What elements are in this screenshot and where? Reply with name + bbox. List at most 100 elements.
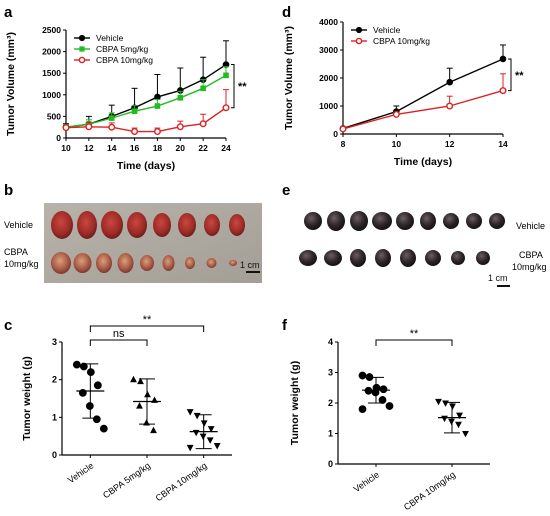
y-tick-label: 0 bbox=[328, 459, 333, 469]
legend-marker bbox=[79, 46, 85, 52]
data-point bbox=[213, 443, 221, 450]
panel-label-d: d bbox=[282, 4, 291, 21]
data-point bbox=[153, 128, 161, 136]
y-tick-label: 2000 bbox=[42, 47, 61, 57]
chart-f-tumor-weight: 0 1 2 3 4 Tumor weight (g) Vehicle CBPA 10mg/kg… bbox=[289, 328, 490, 512]
tumor bbox=[229, 260, 237, 266]
tumor bbox=[153, 213, 171, 237]
x-tick-label: 20 bbox=[176, 143, 186, 153]
comparison-bracket bbox=[89, 339, 148, 346]
photo-b: 1 cm Vehicle CBPA 10mg/kg bbox=[4, 203, 262, 283]
data-point bbox=[207, 426, 215, 433]
data-point bbox=[206, 437, 214, 444]
data-point bbox=[137, 377, 144, 385]
x-tick-label: 14 bbox=[498, 139, 508, 149]
x-tick-label: 24 bbox=[221, 143, 231, 153]
tumor bbox=[372, 212, 392, 230]
comparison-bracket bbox=[375, 339, 453, 346]
significance-bracket bbox=[231, 64, 235, 109]
y-tick-label: 0 bbox=[56, 133, 61, 143]
tumor bbox=[77, 211, 97, 239]
x-tick-label: 16 bbox=[130, 143, 140, 153]
y-tick-label: 2500 bbox=[42, 25, 61, 35]
data-point bbox=[177, 95, 184, 101]
series-line-0 bbox=[342, 58, 504, 130]
data-point bbox=[92, 415, 101, 424]
data-point bbox=[441, 415, 448, 423]
data-point bbox=[176, 123, 184, 131]
y-tick-label: 3000 bbox=[319, 45, 338, 55]
tumor bbox=[51, 211, 73, 239]
significance-label: ** bbox=[238, 81, 247, 93]
photo-b-tumors bbox=[51, 211, 245, 274]
data-point bbox=[358, 371, 367, 380]
comparison-label: ns bbox=[113, 328, 125, 340]
data-point bbox=[72, 360, 81, 369]
data-point bbox=[200, 85, 206, 92]
tumor bbox=[229, 214, 245, 236]
photo-b-row1-label: Vehicle bbox=[4, 220, 33, 230]
data-point bbox=[130, 375, 137, 383]
data-point bbox=[446, 102, 454, 110]
data-point bbox=[385, 402, 394, 410]
tumor bbox=[451, 251, 465, 265]
photo-b-row2-label-2: 10mg/kg bbox=[4, 259, 39, 269]
panel-label-f: f bbox=[282, 317, 288, 334]
panel-label-e: e bbox=[282, 182, 290, 199]
y-tick-label: 0 bbox=[52, 450, 57, 460]
data-point bbox=[186, 409, 194, 416]
series-line-1 bbox=[65, 74, 227, 128]
tumor bbox=[299, 250, 317, 266]
tumor bbox=[204, 214, 220, 236]
x-axis-label: Time (days) bbox=[394, 156, 452, 168]
data-point bbox=[93, 381, 102, 390]
tumor bbox=[466, 213, 482, 229]
tumor bbox=[101, 211, 123, 239]
photo-b-scale-bar bbox=[246, 271, 260, 273]
data-point bbox=[364, 386, 373, 395]
x-tick-label: 14 bbox=[107, 143, 117, 153]
y-tick-label: 2 bbox=[328, 398, 333, 408]
legend-marker bbox=[355, 37, 363, 45]
panel-label-c: c bbox=[4, 317, 12, 334]
data-point bbox=[108, 123, 116, 131]
data-point bbox=[79, 362, 88, 371]
x-tick-label: Vehicle bbox=[66, 460, 96, 485]
data-point bbox=[85, 123, 93, 131]
significance-label: ** bbox=[515, 70, 524, 82]
y-axis-label: Tumor weight (g) bbox=[21, 356, 33, 440]
y-axis-label: Tumor weight (g) bbox=[289, 361, 301, 445]
data-point bbox=[131, 128, 139, 136]
significance-bracket bbox=[508, 58, 512, 92]
tumor bbox=[350, 211, 368, 231]
photo-e-row2-label-2: 10mg/kg bbox=[512, 262, 547, 272]
data-point bbox=[446, 78, 453, 86]
tumor bbox=[396, 212, 414, 230]
tumor bbox=[425, 250, 441, 266]
tumor bbox=[96, 253, 112, 273]
data-point bbox=[108, 115, 115, 121]
legend-marker bbox=[78, 34, 86, 42]
legend-entry: Vehicle bbox=[373, 25, 401, 35]
series-line-1 bbox=[342, 89, 504, 130]
tumor bbox=[327, 211, 345, 231]
data-point bbox=[99, 424, 108, 433]
comparison-label: ** bbox=[410, 328, 419, 340]
data-point bbox=[462, 430, 469, 438]
data-point bbox=[499, 55, 507, 63]
legend-entry: CBPA 5mg/kg bbox=[96, 44, 149, 54]
data-point bbox=[378, 396, 387, 404]
data-point bbox=[186, 444, 194, 452]
data-point bbox=[392, 110, 400, 118]
photo-e-tumors bbox=[299, 211, 505, 267]
tumor bbox=[162, 255, 175, 271]
data-point bbox=[199, 433, 207, 441]
y-tick-label: 0 bbox=[333, 129, 338, 139]
x-tick-label: Vehicle bbox=[352, 469, 382, 494]
tumor bbox=[140, 255, 154, 271]
panel-label-b: b bbox=[4, 182, 13, 199]
y-tick-label: 1 bbox=[328, 429, 333, 439]
panel-label-a: a bbox=[4, 4, 13, 21]
y-tick-label: 1000 bbox=[319, 101, 338, 111]
x-axis-label: Time (days) bbox=[117, 160, 175, 172]
